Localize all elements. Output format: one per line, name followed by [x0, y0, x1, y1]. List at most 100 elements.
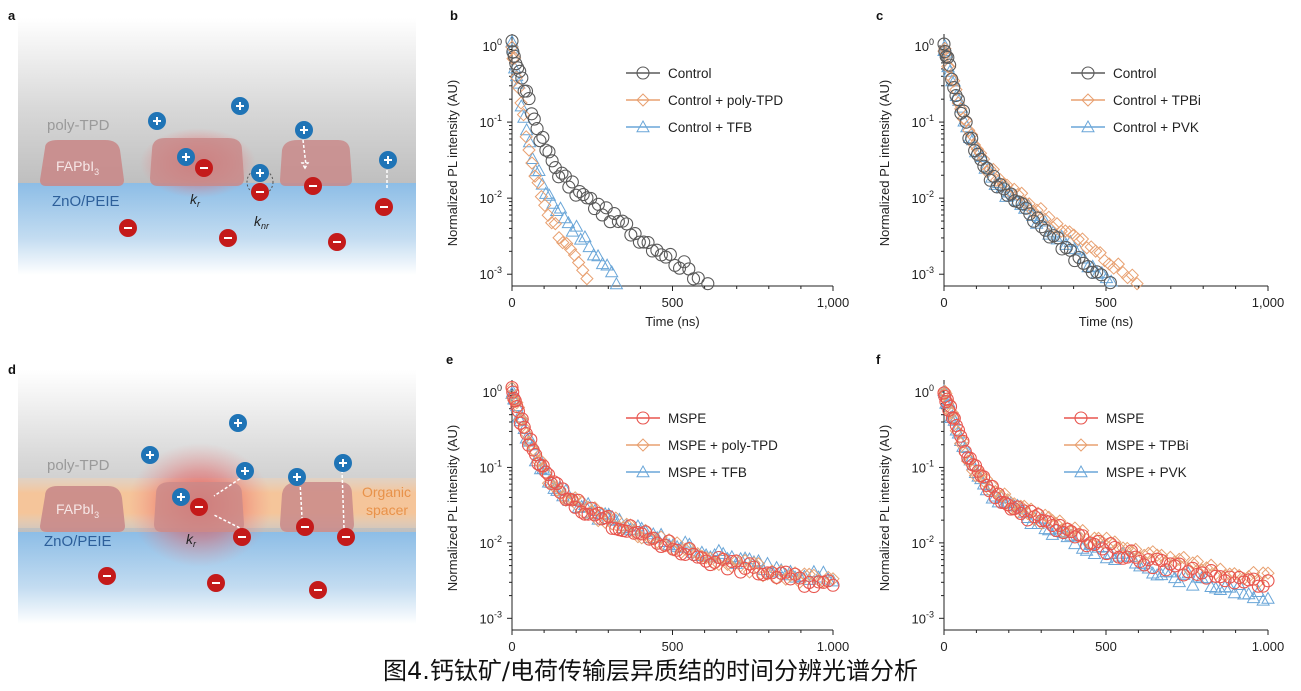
data-point	[539, 465, 553, 479]
x-tick-label: 1,000	[817, 639, 850, 651]
data-point	[1133, 559, 1147, 572]
electrons	[119, 159, 393, 251]
data-point	[1023, 207, 1037, 221]
data-point	[708, 555, 722, 569]
data-point	[531, 175, 545, 190]
data-point	[788, 566, 802, 580]
data-point	[993, 178, 1007, 192]
data-point	[605, 521, 619, 535]
data-point	[1129, 550, 1143, 564]
data-point	[642, 531, 657, 546]
data-point	[545, 216, 559, 230]
data-point	[1021, 513, 1035, 527]
data-point	[980, 164, 994, 179]
data-point	[977, 159, 991, 173]
data-point	[535, 177, 550, 190]
data-point	[940, 392, 954, 406]
data-point	[956, 104, 971, 118]
data-point	[600, 258, 614, 271]
data-point	[607, 206, 621, 221]
data-point	[1154, 567, 1169, 581]
x-tick-label: 1,000	[817, 295, 850, 310]
data-point	[638, 525, 653, 539]
data-point	[571, 255, 586, 270]
series-control	[937, 37, 1117, 290]
y-tick-label: 10-1	[480, 458, 502, 475]
data-point	[976, 474, 991, 488]
data-point	[968, 468, 983, 483]
legend-marker	[636, 438, 650, 452]
data-point	[604, 264, 619, 278]
data-point	[807, 564, 821, 578]
data-point	[990, 180, 1004, 194]
data-point	[1107, 552, 1122, 566]
data-point	[695, 549, 709, 564]
x-tick-label: 500	[662, 295, 684, 310]
schematic-d: d poly-TPD FAPbI3 Organic spacer ZnO/PEI…	[8, 362, 416, 624]
data-point	[701, 277, 715, 291]
data-point	[967, 138, 982, 152]
data-point	[1172, 552, 1186, 567]
data-point	[563, 242, 578, 257]
legend-label: Control + PVK	[1113, 120, 1199, 135]
legend-entry: MSPE + TFB	[626, 464, 747, 480]
legend-label: Control + TFB	[668, 120, 752, 135]
data-point	[945, 406, 960, 420]
data-point	[1261, 566, 1275, 580]
data-point	[1054, 224, 1068, 238]
data-point	[565, 175, 579, 189]
data-point	[576, 263, 590, 277]
data-point	[1097, 253, 1112, 268]
x-tick-label: 0	[508, 639, 515, 651]
data-point	[595, 256, 610, 270]
data-point	[1181, 565, 1195, 579]
data-point	[765, 566, 779, 580]
data-point	[556, 235, 570, 250]
zno-peie-layer	[18, 183, 416, 275]
data-point	[1001, 498, 1015, 512]
data-point	[947, 411, 961, 425]
data-point	[650, 243, 664, 257]
data-point	[1102, 257, 1116, 271]
data-point	[1064, 523, 1078, 538]
organic-spacer-label: spacer	[366, 502, 408, 518]
data-point	[505, 380, 519, 395]
data-point	[1031, 211, 1045, 225]
data-point	[747, 560, 761, 574]
x-axis-label: Time (ns)	[645, 314, 699, 329]
data-point	[572, 184, 587, 199]
data-point	[623, 519, 637, 533]
data-point	[1031, 506, 1045, 520]
data-point	[1125, 268, 1139, 282]
x-tick-label: 500	[1095, 639, 1117, 651]
data-point	[958, 444, 972, 459]
data-point	[991, 487, 1005, 501]
data-point	[1056, 526, 1071, 540]
data-point	[1241, 586, 1256, 600]
data-point	[760, 567, 775, 581]
data-point	[1150, 548, 1164, 562]
data-point	[1232, 570, 1246, 585]
data-point	[1059, 237, 1073, 250]
data-point	[517, 420, 531, 434]
data-point	[1111, 257, 1126, 271]
y-axis-label: Normalized PL intensity (AU)	[877, 80, 892, 246]
transfer-arrow	[300, 139, 388, 190]
data-point	[1090, 265, 1104, 279]
legend-label: Control	[668, 66, 712, 81]
data-point	[678, 542, 692, 556]
legend-marker	[1074, 411, 1088, 425]
data-point	[545, 154, 559, 168]
data-point	[686, 272, 701, 286]
data-point	[546, 196, 560, 209]
legend-label: Control	[1113, 66, 1157, 81]
kr-label: kr	[190, 191, 201, 209]
data-point	[826, 578, 840, 592]
data-point	[1120, 270, 1135, 285]
chart-panel-b: b 0 500 1,000 100 10-1 10-2 10-3 Normalized PL i…	[445, 8, 849, 329]
data-point	[1177, 550, 1191, 565]
data-point	[582, 239, 597, 253]
data-point	[1261, 591, 1275, 604]
data-point	[797, 579, 812, 593]
data-point	[975, 149, 989, 163]
